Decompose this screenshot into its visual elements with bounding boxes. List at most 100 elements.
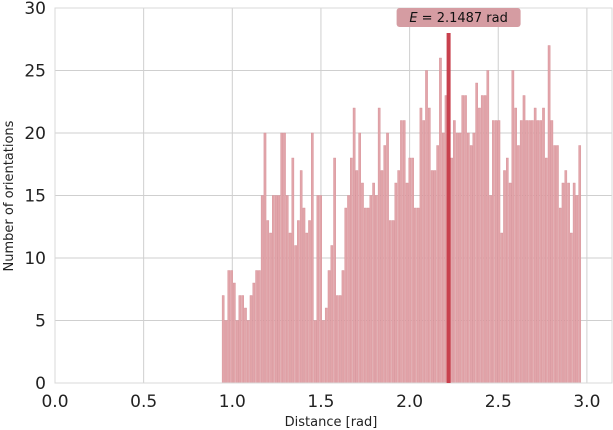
histogram-bar <box>246 320 250 384</box>
y-tick-label: 25 <box>24 62 46 82</box>
histogram-bar <box>233 282 236 384</box>
histogram-bar <box>436 145 439 384</box>
histogram-bar <box>291 157 295 384</box>
histogram-bar <box>336 295 339 384</box>
x-tick-label: 0.0 <box>41 392 68 412</box>
histogram-bar <box>511 70 515 384</box>
axes <box>54 7 613 384</box>
histogram-bar <box>372 182 375 384</box>
histogram-bar <box>341 270 345 384</box>
histogram-bar <box>539 120 543 384</box>
y-tick-label: 0 <box>35 374 46 394</box>
histogram-bar <box>255 270 258 384</box>
histogram-bar <box>542 107 545 384</box>
histogram-bar <box>492 120 495 384</box>
histogram-bar <box>322 320 325 384</box>
histogram-bar <box>249 295 253 384</box>
histogram-bar <box>227 270 231 384</box>
y-tick-label: 10 <box>24 249 46 269</box>
histogram-bar <box>263 132 267 384</box>
histogram-bar <box>272 195 275 384</box>
histogram-bar <box>224 320 228 384</box>
mean-label: E = 2.1487 rad <box>409 11 508 26</box>
histogram-bar <box>380 170 384 384</box>
x-tick-label: 3.0 <box>573 392 600 412</box>
histogram-bar <box>260 195 264 384</box>
histogram-bar <box>386 132 389 384</box>
y-tick-label: 20 <box>24 124 46 144</box>
plot-frame <box>54 7 613 384</box>
histogram-bar <box>478 107 481 384</box>
histogram-bar <box>397 170 400 384</box>
histogram-bar <box>299 170 303 384</box>
y-tick-label: 5 <box>35 312 46 332</box>
histogram-bar <box>575 195 579 384</box>
histogram-bar <box>578 145 582 384</box>
histogram-bar <box>547 45 551 384</box>
histogram-bar <box>324 307 328 384</box>
histogram-bar <box>391 220 395 384</box>
histogram-bar <box>503 170 506 384</box>
histogram-bar <box>316 195 320 384</box>
histogram-bar <box>338 295 342 384</box>
x-tick-label: 2.0 <box>396 392 423 412</box>
histogram-bar <box>570 232 573 384</box>
histogram-bar <box>294 245 297 384</box>
histogram-bar <box>402 120 406 384</box>
histogram-bar <box>572 182 576 384</box>
histogram-bar <box>419 107 423 384</box>
histogram-bar <box>428 107 431 384</box>
histogram-bar <box>453 120 456 384</box>
histogram-bar <box>464 95 467 384</box>
histogram-bar <box>430 170 434 384</box>
x-tick-label: 1.0 <box>219 392 246 412</box>
histogram-bar <box>536 120 540 384</box>
histogram-bar <box>252 282 256 384</box>
histogram-bar <box>441 132 445 384</box>
histogram-bar <box>517 145 520 384</box>
mean-line-group: E = 2.1487 rad <box>396 8 521 383</box>
histogram-bar <box>405 182 409 384</box>
histogram-bar <box>266 220 270 384</box>
histogram-bar <box>433 170 437 384</box>
histogram-bar <box>486 70 490 384</box>
histogram-bar <box>377 107 381 384</box>
histogram-bar <box>550 120 554 384</box>
histogram-bar <box>311 132 314 384</box>
histogram-bar <box>564 170 568 384</box>
histogram-bar <box>528 120 531 384</box>
histogram-bar <box>319 195 322 384</box>
histogram-bar <box>497 120 501 384</box>
histogram-bar <box>533 107 537 384</box>
histogram-bar <box>561 182 565 384</box>
histogram-bar <box>458 132 462 384</box>
x-axis-label: Distance [rad] <box>285 415 378 430</box>
histogram-bar <box>480 95 484 384</box>
histogram-bar <box>285 195 289 384</box>
histogram-bar <box>514 107 517 384</box>
histogram-bar <box>461 95 465 384</box>
histogram-bar <box>297 220 300 384</box>
histogram-bar <box>519 120 523 384</box>
histogram-bar <box>235 320 239 384</box>
histogram-bar <box>450 157 453 384</box>
histogram-bar <box>469 145 473 384</box>
histogram-bar <box>556 145 559 384</box>
x-tick-label: 0.5 <box>130 392 157 412</box>
histogram-bar <box>244 307 247 384</box>
histogram-bar <box>358 132 361 384</box>
histogram-bar <box>558 207 562 384</box>
histogram-bar <box>269 232 272 384</box>
histogram-bar <box>408 157 412 384</box>
histogram-bar <box>400 120 403 384</box>
histogram-bar <box>352 107 356 384</box>
histogram-bar <box>333 157 336 384</box>
histogram-bar <box>305 232 309 384</box>
histogram-bar <box>375 195 378 384</box>
histogram-bar <box>327 270 331 384</box>
histogram-bar <box>467 132 470 384</box>
histogram-bar <box>531 120 534 384</box>
histogram-bar <box>238 295 242 384</box>
histogram-bar <box>277 195 281 384</box>
